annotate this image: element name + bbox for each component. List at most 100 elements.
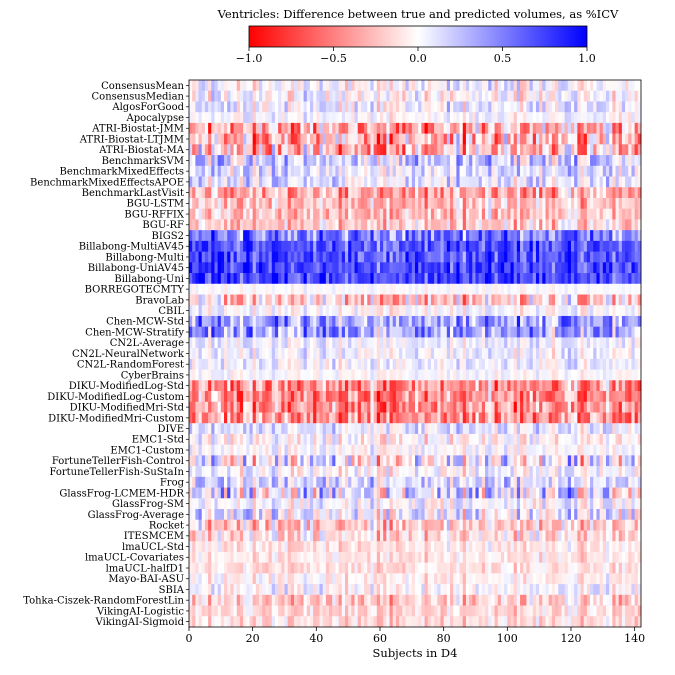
heatmap-cell <box>542 101 546 113</box>
heatmap-cell <box>475 369 480 381</box>
heatmap-cell <box>338 240 343 253</box>
heatmap-cell <box>427 112 432 124</box>
heatmap-cell <box>341 101 346 113</box>
heatmap-cell <box>427 251 432 263</box>
heatmap-cell <box>259 101 263 113</box>
heatmap-cell <box>593 122 597 135</box>
heatmap-cell <box>239 444 244 456</box>
heatmap-cell <box>309 423 314 435</box>
heatmap-cell <box>485 337 489 349</box>
heatmap-cell <box>313 433 317 446</box>
heatmap-cell <box>532 262 537 274</box>
heatmap-cell <box>586 380 591 392</box>
heatmap-cell <box>284 112 289 124</box>
heatmap-cell <box>329 176 333 188</box>
heatmap-cell <box>481 155 486 167</box>
heatmap-cell <box>313 240 317 253</box>
heatmap-cell <box>548 380 553 392</box>
heatmap-cell <box>427 122 432 135</box>
heatmap-cell <box>411 358 416 370</box>
heatmap-cell <box>230 240 234 253</box>
heatmap-cell <box>526 433 530 446</box>
heatmap-cell <box>450 80 454 92</box>
heatmap-cell <box>577 369 581 381</box>
heatmap-cell <box>548 80 553 92</box>
heatmap-cell <box>555 240 559 253</box>
heatmap-cell <box>612 80 616 92</box>
heatmap-cell <box>539 348 543 360</box>
heatmap-cell <box>542 326 546 338</box>
heatmap-cell <box>220 90 225 102</box>
heatmap-cell <box>532 380 537 392</box>
heatmap-cell <box>577 155 581 167</box>
heatmap-cell <box>523 369 527 381</box>
heatmap-cell <box>189 80 193 92</box>
heatmap-cell <box>233 262 238 274</box>
heatmap-cell <box>424 197 429 210</box>
heatmap-cell <box>513 240 518 253</box>
heatmap-cell <box>526 348 530 360</box>
heatmap-cell <box>485 348 489 360</box>
heatmap-cell <box>465 294 470 306</box>
heatmap-cell <box>268 305 273 317</box>
heatmap-cell <box>590 315 594 328</box>
heatmap-cell <box>322 273 327 285</box>
heatmap-cell <box>338 230 343 242</box>
heatmap-cell <box>341 412 346 424</box>
heatmap-cell <box>555 294 559 306</box>
heatmap-cell <box>243 380 247 392</box>
heatmap-cell <box>402 251 406 263</box>
heatmap-cell <box>211 455 215 467</box>
heatmap-cell <box>520 80 524 92</box>
heatmap-cell <box>249 187 254 199</box>
heatmap-cell <box>208 315 212 328</box>
heatmap-cell <box>243 444 247 456</box>
heatmap-cell <box>360 80 365 92</box>
heatmap-cell <box>198 380 203 392</box>
heatmap-cell <box>418 369 422 381</box>
heatmap-cell <box>195 273 199 285</box>
heatmap-cell <box>274 144 279 156</box>
heatmap-cell <box>539 101 543 113</box>
heatmap-cell <box>545 101 550 113</box>
heatmap-cell <box>500 305 505 317</box>
heatmap-cell <box>195 155 199 167</box>
heatmap-cell <box>456 305 460 317</box>
heatmap-cell <box>615 262 620 274</box>
heatmap-cell <box>325 380 330 392</box>
heatmap-cells <box>189 80 642 628</box>
heatmap-cell <box>450 273 454 285</box>
heatmap-cell <box>373 401 378 413</box>
heatmap-cell <box>558 305 562 317</box>
heatmap-cell <box>214 155 219 167</box>
heatmap-cell <box>507 423 511 435</box>
heatmap-cell <box>335 155 339 167</box>
heatmap-cell <box>427 133 432 145</box>
heatmap-cell <box>344 283 349 295</box>
heatmap-cell <box>411 305 416 317</box>
heatmap-cell <box>532 133 537 145</box>
heatmap-cell <box>570 133 575 145</box>
heatmap-cell <box>392 369 397 381</box>
heatmap-cell <box>252 348 257 360</box>
heatmap-cell <box>561 187 565 199</box>
heatmap-cell <box>602 262 607 274</box>
heatmap-cell <box>618 230 623 242</box>
heatmap-cell <box>268 240 273 253</box>
heatmap-cell <box>239 219 244 231</box>
heatmap-cell <box>262 358 266 370</box>
heatmap-cell <box>402 112 406 124</box>
heatmap-cell <box>357 144 362 156</box>
heatmap-cell <box>472 391 476 403</box>
heatmap-cell <box>446 240 451 253</box>
heatmap-cell <box>208 358 212 370</box>
heatmap-cell <box>236 219 241 231</box>
heatmap-cell <box>332 240 336 253</box>
heatmap-cell <box>201 369 206 381</box>
heatmap-cell <box>389 369 394 381</box>
heatmap-cell <box>465 412 470 424</box>
heatmap-cell <box>430 176 435 188</box>
heatmap-cell <box>278 251 282 263</box>
heatmap-cell <box>469 273 473 285</box>
heatmap-cell <box>198 423 203 435</box>
